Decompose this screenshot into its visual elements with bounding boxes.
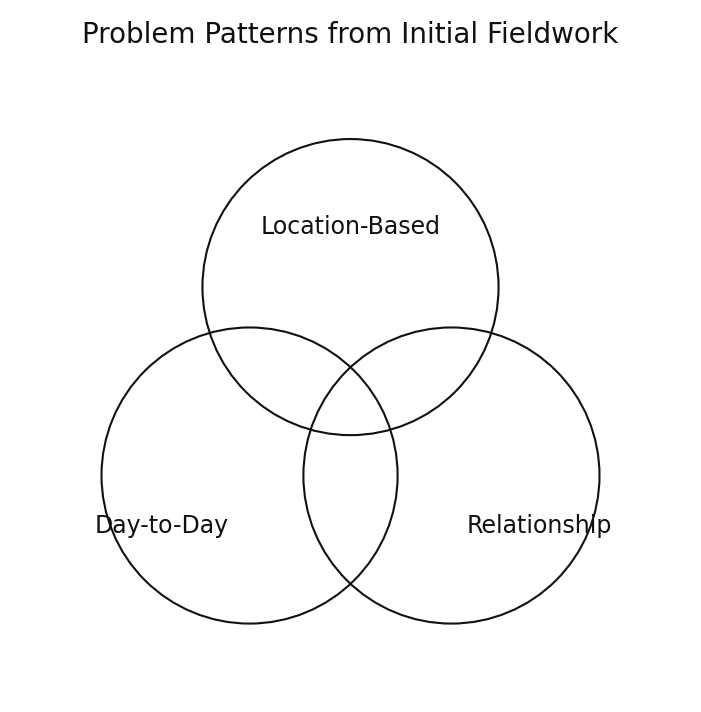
Text: Location-Based: Location-Based (261, 214, 440, 239)
Text: Problem Patterns from Initial Fieldwork: Problem Patterns from Initial Fieldwork (83, 21, 618, 49)
Text: Relationship: Relationship (466, 514, 611, 538)
Text: Day-to-Day: Day-to-Day (95, 514, 229, 538)
